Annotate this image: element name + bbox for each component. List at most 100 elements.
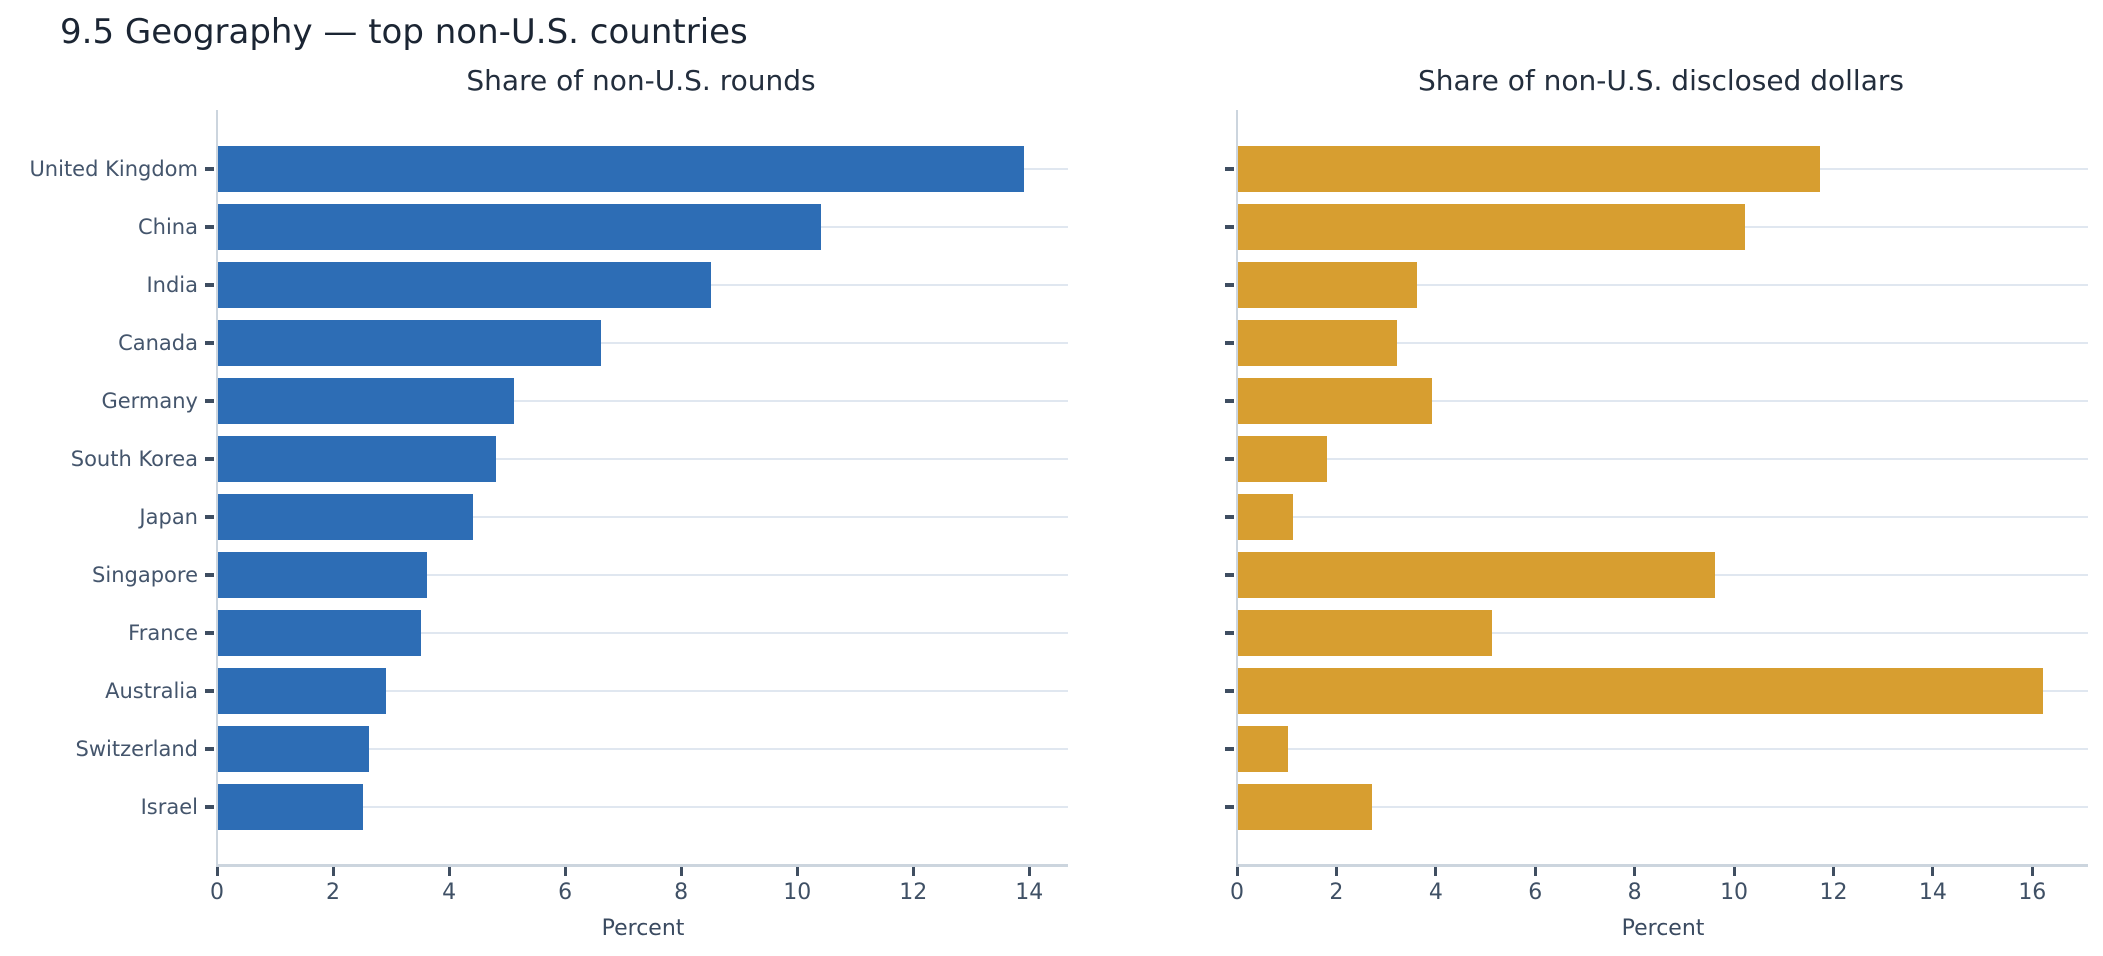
y-tick [205,515,214,519]
y-tick [205,399,214,403]
x-tick [1027,867,1031,876]
bar [1238,610,1492,656]
x-tick-label: 6 [1528,880,1543,905]
y-tick [205,283,214,287]
bar [1238,204,1746,250]
y-tick [1225,515,1234,519]
bar [1238,494,1293,540]
y-tick [1225,573,1234,577]
plot-area: 0 2 4 6 8 10 12 14 16 Percent [1225,110,2088,941]
gridline [218,516,1068,518]
x-tick [1434,867,1438,876]
bar [218,610,422,656]
y-tick [1225,341,1234,345]
x-tick [795,867,799,876]
bar [1238,784,1373,830]
gridline [218,458,1068,460]
gridline [218,632,1068,634]
y-tick-label: United Kingdom [29,157,198,181]
y-tick-label: Canada [118,331,198,355]
y-tick-label: Israel [140,795,198,819]
y-tick [205,457,214,461]
bar [1238,668,2044,714]
y-tick [205,573,214,577]
gridline [218,690,1068,692]
y-tick-label: Australia [105,679,198,703]
x-tick [1931,867,1935,876]
x-tick-label: 12 [899,880,928,905]
chart-title: Share of non-U.S. rounds [466,64,816,97]
bar [218,436,497,482]
gridline [1238,400,2088,402]
x-tick [331,867,335,876]
bar [218,320,601,366]
y-tick-label: Switzerland [75,737,199,761]
bar [1238,146,1820,192]
x-tick-label: 0 [210,880,224,905]
x-tick-label: 14 [1918,880,1947,905]
x-tick-label: 4 [1428,880,1443,905]
bar [218,552,427,598]
y-tick [205,341,214,345]
x-tick [563,867,567,876]
x-tick-label: 14 [1015,880,1044,905]
bar [218,668,387,714]
x-tick [1831,867,1835,876]
gridline [218,574,1068,576]
bar [1238,436,1328,482]
x-tick-label: 16 [2018,880,2047,905]
x-tick-label: 6 [558,880,573,905]
y-tick [205,167,214,171]
bar [1238,320,1398,366]
y-tick [205,631,214,635]
gridline [1238,284,2088,286]
y-tick [1225,805,1234,809]
chart-title: Share of non-U.S. disclosed dollars [1418,64,1904,97]
y-tick [1225,689,1234,693]
y-tick-label: Singapore [92,563,198,587]
bar [218,146,1025,192]
y-tick [1225,225,1234,229]
x-tick-label: 8 [1627,880,1642,905]
bar [1238,552,1716,598]
y-tick-label: China [138,215,198,239]
y-tick [1225,457,1234,461]
bar [1238,726,1288,772]
y-tick [1225,631,1234,635]
x-tick [2030,867,2034,876]
x-tick [1633,867,1637,876]
gridline [218,342,1068,344]
x-tick [679,867,683,876]
figure-title: 9.5 Geography — top non-U.S. countries [60,12,748,52]
x-axis-label: Percent [1621,916,1705,941]
x-tick-label: 2 [326,880,341,905]
x-tick [1732,867,1736,876]
gridline [1238,806,2088,808]
x-tick-label: 12 [1819,880,1848,905]
x-tick-label: 10 [783,880,812,905]
y-tick-label: Japan [139,505,198,529]
bar [1238,378,1432,424]
y-tick [1225,399,1234,403]
y-tick-label: France [128,621,198,645]
x-tick [911,867,915,876]
x-axis-label: Percent [601,916,685,941]
gridline [1238,632,2088,634]
y-tick [1225,283,1234,287]
gridline [1238,516,2088,518]
gridline [218,748,1068,750]
x-tick [215,867,219,876]
x-tick-label: 10 [1720,880,1749,905]
x-tick-label: 4 [442,880,457,905]
x-tick [1533,867,1537,876]
y-tick [205,805,214,809]
x-tick [447,867,451,876]
bar [1238,262,1417,308]
y-tick [205,689,214,693]
x-tick-label: 0 [1230,880,1244,905]
bar [218,726,369,772]
plot-area: United Kingdom China India Canada Germany Sou… [29,110,1068,941]
x-tick-label: 2 [1329,880,1344,905]
x-tick [1235,867,1239,876]
